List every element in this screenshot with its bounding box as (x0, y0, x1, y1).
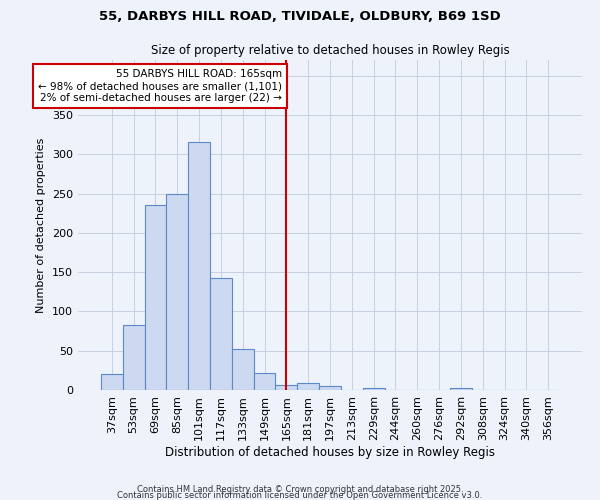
Bar (450, 388, 472, 390)
Bar (145, 206, 166, 390)
Text: 55, DARBYS HILL ROAD, TIVIDALE, OLDBURY, B69 1SD: 55, DARBYS HILL ROAD, TIVIDALE, OLDBURY,… (99, 10, 501, 23)
Bar (232, 349, 254, 390)
Bar (188, 142, 210, 390)
Bar (297, 383, 319, 390)
Y-axis label: Number of detached properties: Number of detached properties (37, 138, 46, 312)
Bar (123, 325, 145, 390)
Bar (319, 386, 341, 390)
Text: Contains public sector information licensed under the Open Government Licence v3: Contains public sector information licen… (118, 491, 482, 500)
Text: 55 DARBYS HILL ROAD: 165sqm
← 98% of detached houses are smaller (1,101)
2% of s: 55 DARBYS HILL ROAD: 165sqm ← 98% of det… (38, 70, 282, 102)
Bar (166, 194, 188, 390)
Bar (275, 384, 297, 390)
Bar (210, 278, 232, 390)
X-axis label: Distribution of detached houses by size in Rowley Regis: Distribution of detached houses by size … (165, 446, 495, 458)
Bar (101, 374, 123, 390)
Text: Contains HM Land Registry data © Crown copyright and database right 2025.: Contains HM Land Registry data © Crown c… (137, 485, 463, 494)
Bar (363, 388, 385, 390)
Bar (254, 372, 275, 390)
Title: Size of property relative to detached houses in Rowley Regis: Size of property relative to detached ho… (151, 44, 509, 58)
